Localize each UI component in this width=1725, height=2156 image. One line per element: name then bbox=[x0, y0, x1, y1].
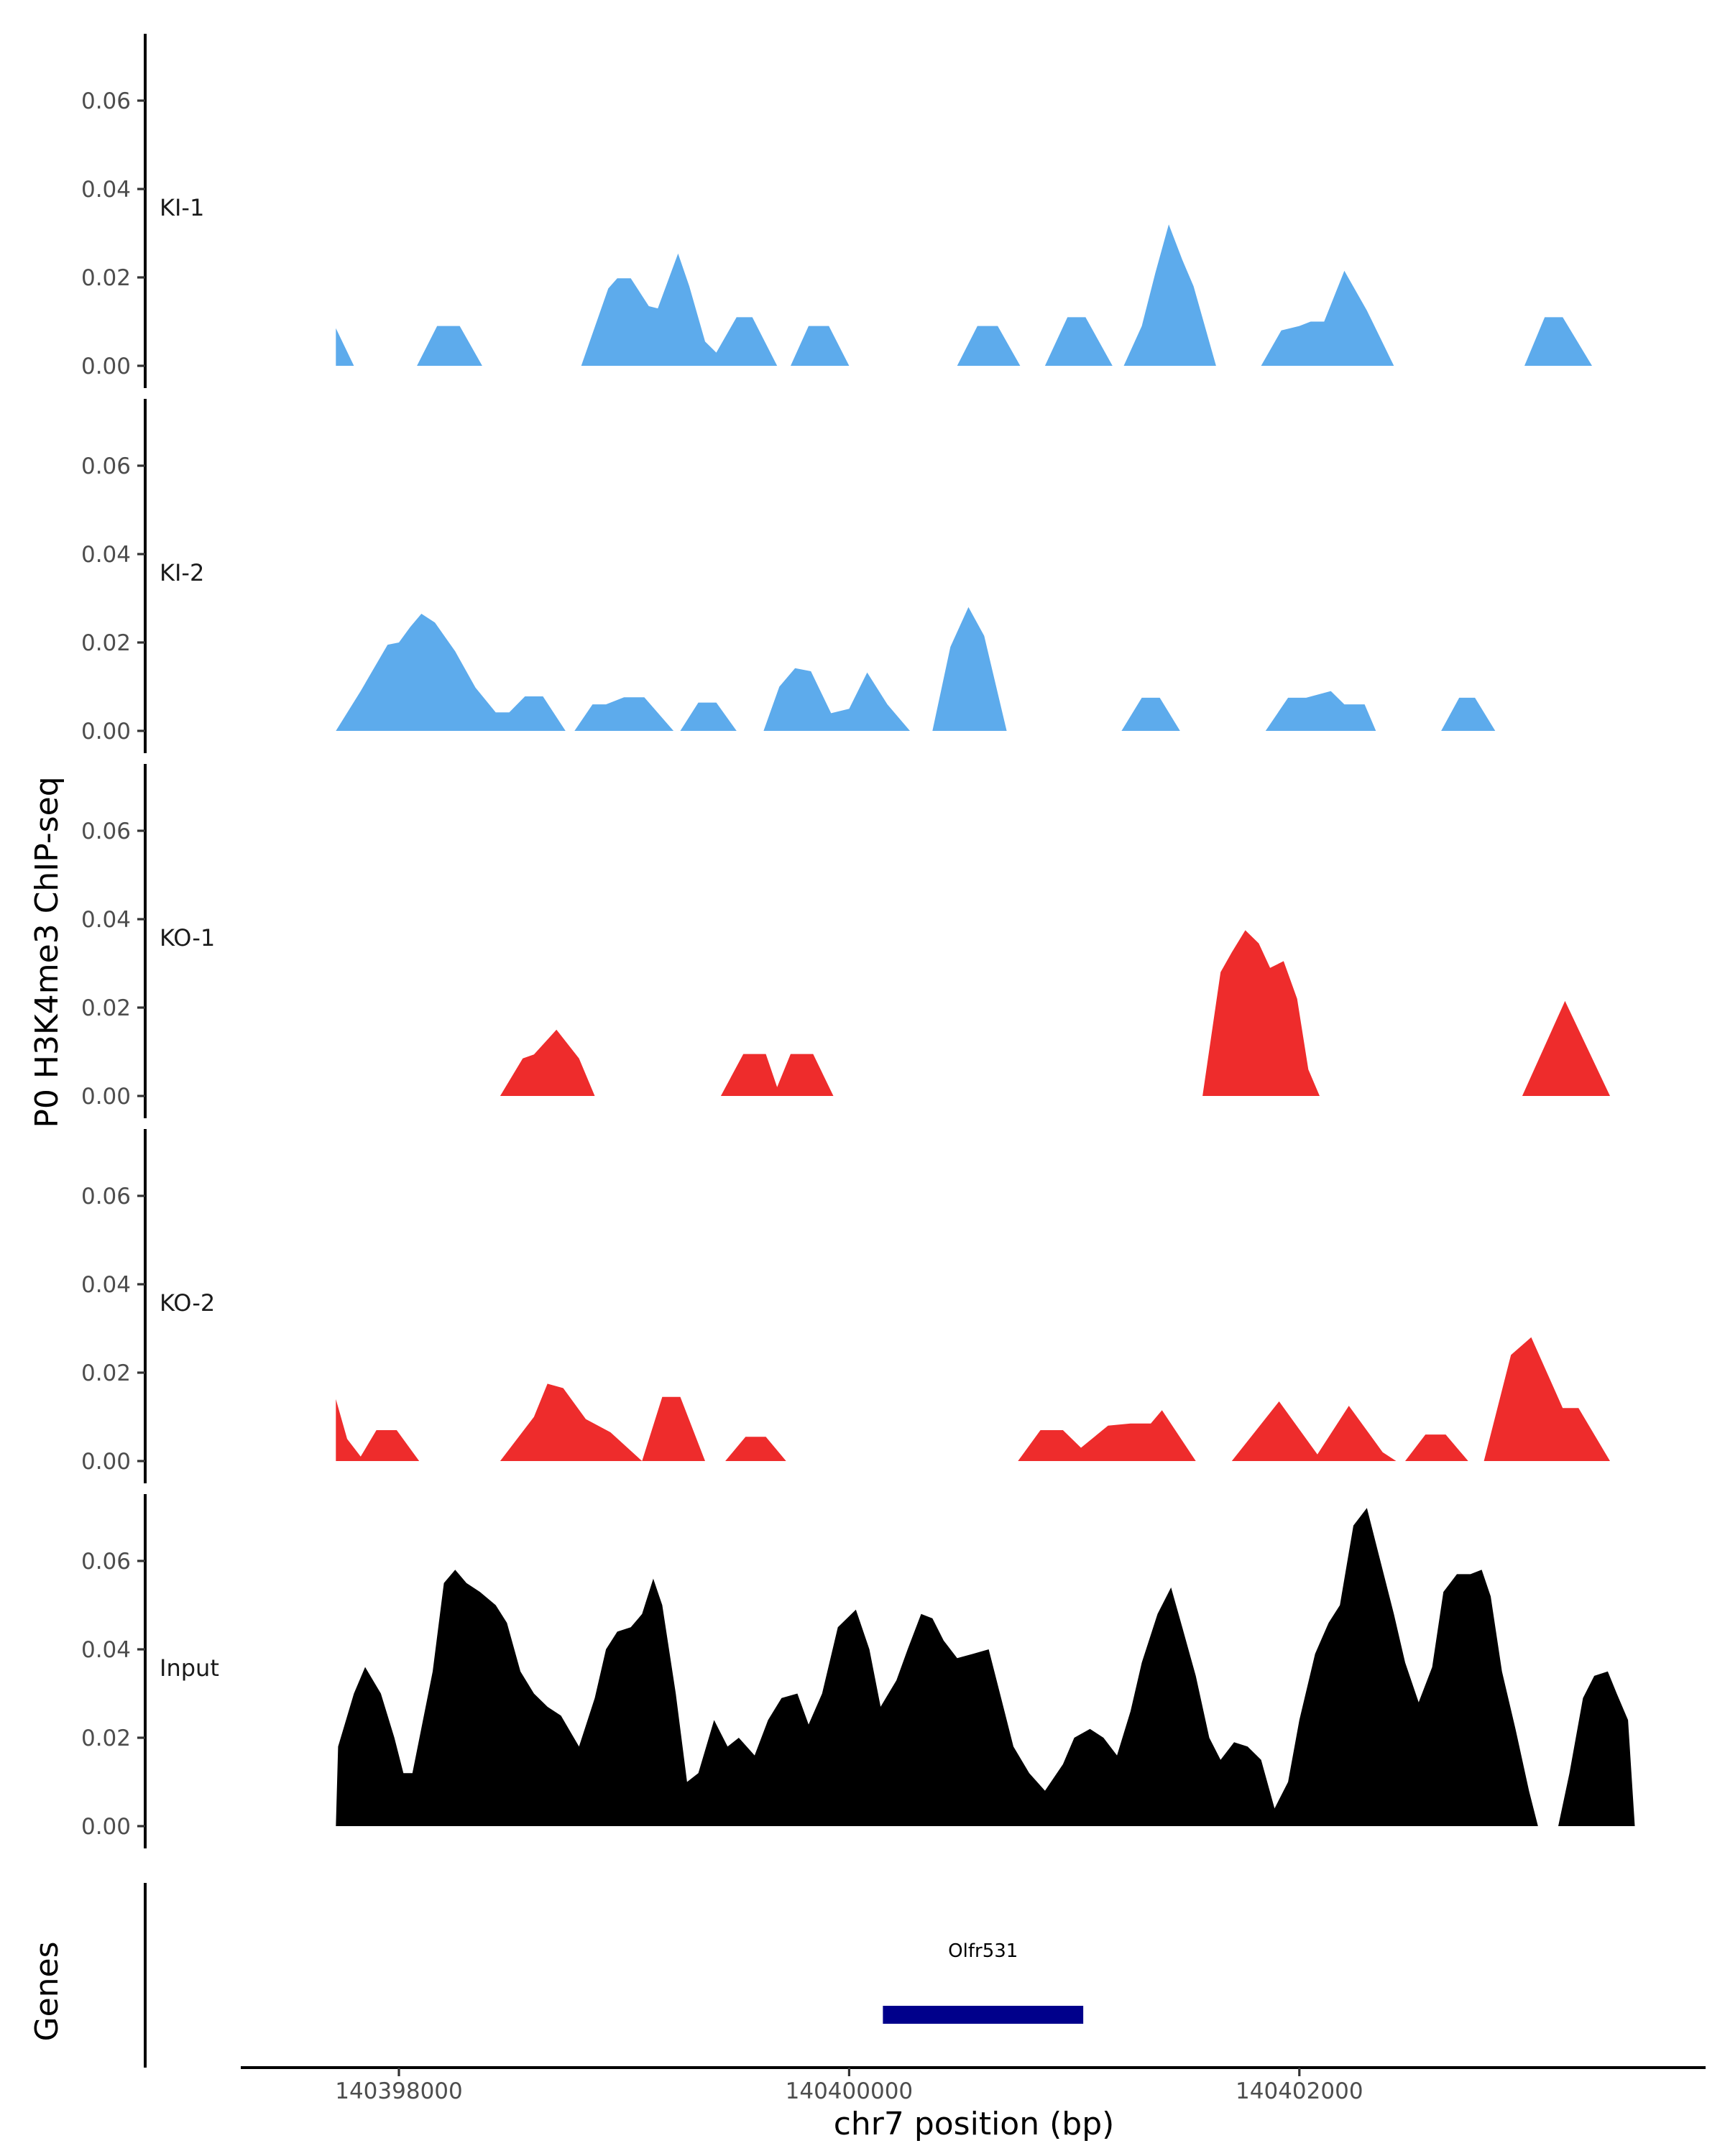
y-tick-label: 0.00 bbox=[81, 719, 131, 745]
y-tick-label: 0.06 bbox=[81, 453, 131, 479]
y-tick-label: 0.04 bbox=[81, 907, 131, 933]
y-tick-label: 0.06 bbox=[81, 1549, 131, 1575]
x-tick-label: 140400000 bbox=[786, 2078, 914, 2104]
y-tick-label: 0.04 bbox=[81, 1637, 131, 1663]
track-ko-2: 0.00 0.02 0.04 0.06 KO-2 bbox=[81, 1129, 1610, 1483]
track-label-ko-2: KO-2 bbox=[160, 1289, 215, 1317]
y-tick-label: 0.02 bbox=[81, 630, 131, 656]
track-label-input: Input bbox=[160, 1654, 219, 1682]
signal-area-ki-2 bbox=[336, 607, 1496, 731]
signal-area-ki-1 bbox=[336, 224, 1592, 366]
x-tick-label: 140398000 bbox=[335, 2078, 463, 2104]
signal-area-ko-2 bbox=[336, 1337, 1610, 1461]
genes-title: Genes bbox=[29, 1941, 65, 2041]
y-tick-label: 0.06 bbox=[81, 1184, 131, 1210]
y-tick-label: 0.06 bbox=[81, 88, 131, 114]
gene-body-olfr531 bbox=[883, 2006, 1084, 2024]
y-tick-label: 0.04 bbox=[81, 542, 131, 568]
signal-area-input-b bbox=[1558, 1671, 1635, 1826]
y-tick-label: 0.04 bbox=[81, 177, 131, 203]
chipseq-tracks: 0.00 0.02 0.04 0.06 KI-1 0.00 0.02 0.04 0.06 KI-2… bbox=[81, 34, 1635, 1848]
y-tick-label: 0.00 bbox=[81, 1084, 131, 1110]
track-input: 0.00 0.02 0.04 0.06 Input bbox=[81, 1494, 1635, 1848]
y-tick-label: 0.00 bbox=[81, 1449, 131, 1475]
y-tick-label: 0.02 bbox=[81, 995, 131, 1021]
track-ki-1: 0.00 0.02 0.04 0.06 KI-1 bbox=[81, 34, 1592, 388]
track-ki-2: 0.00 0.02 0.04 0.06 KI-2 bbox=[81, 399, 1496, 753]
signal-area-input bbox=[336, 1508, 1538, 1826]
y-tick-label: 0.02 bbox=[81, 265, 131, 291]
x-axis-title: chr7 position (bp) bbox=[834, 2106, 1115, 2142]
signal-area-ko-1 bbox=[500, 930, 1610, 1096]
track-ko-1: 0.00 0.02 0.04 0.06 KO-1 bbox=[81, 764, 1610, 1118]
x-axis-ticks: 140398000 140400000 140402000 bbox=[335, 2068, 1363, 2104]
y-tick-label: 0.06 bbox=[81, 819, 131, 844]
genes-panel: Genes Olfr531 bbox=[29, 1883, 1084, 2068]
y-axis-title: P0 H3K4me3 ChIP-seq bbox=[29, 776, 65, 1128]
x-axis: 140398000 140400000 140402000 chr7 positio… bbox=[241, 2066, 1706, 2142]
genes-layer: Olfr531 bbox=[883, 1940, 1084, 2024]
y-tick-label: 0.00 bbox=[81, 354, 131, 379]
y-tick-label: 0.02 bbox=[81, 1726, 131, 1751]
y-tick-label: 0.00 bbox=[81, 1814, 131, 1840]
track-label-ki-1: KI-1 bbox=[160, 194, 204, 221]
track-label-ko-1: KO-1 bbox=[160, 924, 215, 952]
x-tick-label: 140402000 bbox=[1236, 2078, 1363, 2104]
track-label-ki-2: KI-2 bbox=[160, 559, 204, 586]
y-tick-label: 0.04 bbox=[81, 1272, 131, 1298]
y-tick-label: 0.02 bbox=[81, 1360, 131, 1386]
gene-label-olfr531: Olfr531 bbox=[948, 1940, 1018, 1962]
